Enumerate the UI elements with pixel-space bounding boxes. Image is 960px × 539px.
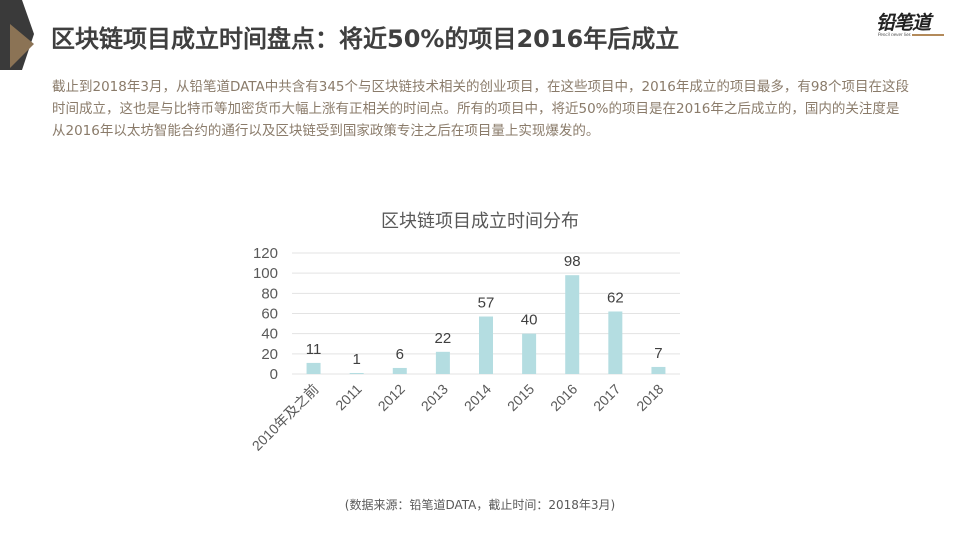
- bar: [522, 333, 537, 374]
- bar: [306, 362, 321, 374]
- x-tick-label: 2012: [375, 381, 408, 414]
- bar-value-label: 62: [607, 289, 624, 306]
- bar: [392, 367, 407, 374]
- logo-text: 铅笔道: [876, 12, 931, 34]
- bar-value-label: 11: [306, 341, 322, 358]
- x-tick-label: 2016: [547, 381, 580, 414]
- x-tick-label: 2014: [461, 381, 494, 414]
- y-tick-label: 100: [253, 265, 278, 282]
- corner-decoration: [0, 0, 34, 70]
- bar-value-label: 1: [352, 351, 360, 368]
- bar: [479, 316, 493, 374]
- y-tick-label: 80: [261, 285, 278, 302]
- bar-value-label: 40: [521, 312, 538, 329]
- y-tick-label: 60: [261, 306, 278, 323]
- bar: [608, 311, 623, 374]
- x-tick-label: 2017: [590, 381, 623, 414]
- bar: [565, 275, 580, 374]
- logo-subtitle: Pencil never lies: [878, 32, 911, 37]
- bar: [349, 372, 364, 374]
- x-tick-label: 2011: [332, 381, 365, 414]
- page-title: 区块链项目成立时间盘点：将近50%的项目2016年后成立: [51, 25, 680, 53]
- bar-value-label: 98: [564, 253, 581, 270]
- data-source-note: (数据来源：铅笔道DATA，截止时间：2018年3月): [344, 498, 616, 512]
- bar: [435, 351, 450, 374]
- y-tick-label: 120: [253, 245, 278, 262]
- x-tick-label: 2018: [633, 381, 666, 414]
- bar: [651, 366, 666, 374]
- bar-value-label: 57: [478, 295, 495, 312]
- brand-logo: 铅笔道 Pencil never lies: [876, 10, 948, 38]
- x-tick-label: 2010年及之前: [249, 381, 322, 454]
- y-tick-label: 0: [270, 366, 278, 383]
- chart-title: 区块链项目成立时间分布: [381, 211, 579, 232]
- bar-value-label: 6: [396, 346, 404, 363]
- bar-value-label: 22: [435, 330, 452, 347]
- bar-value-label: 7: [654, 345, 662, 362]
- x-tick-label: 2015: [504, 381, 537, 414]
- logo-underline: [912, 34, 944, 36]
- y-tick-label: 40: [261, 326, 278, 343]
- x-tick-label: 2013: [418, 381, 451, 414]
- description-paragraph: 截止到2018年3月，从铅笔道DATA中共含有345个与区块链技术相关的创业项目…: [52, 79, 910, 139]
- y-tick-label: 20: [261, 346, 278, 363]
